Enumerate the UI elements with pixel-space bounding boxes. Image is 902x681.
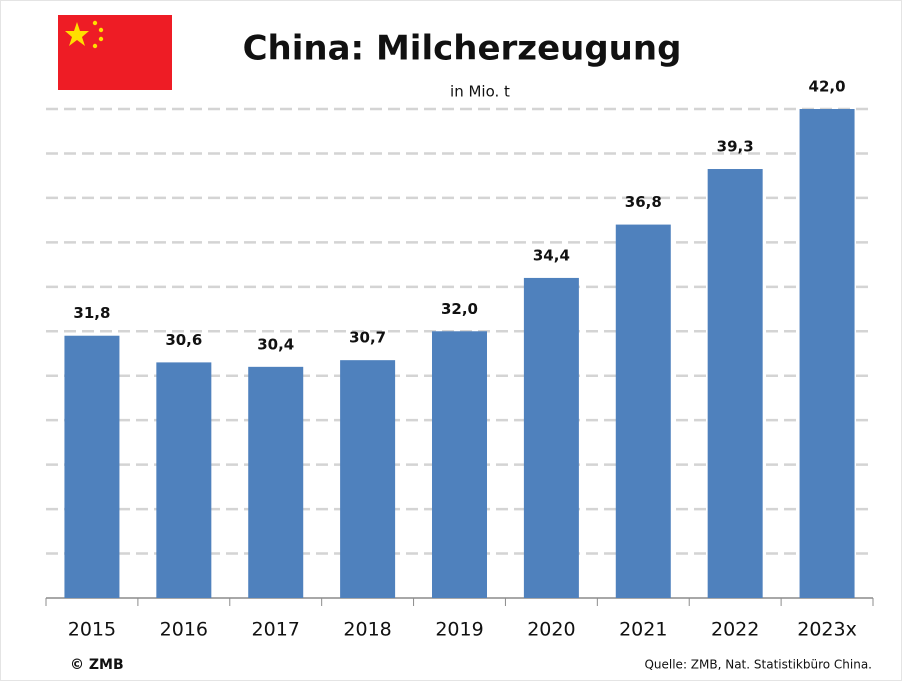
x-tick-label: 2015 [68,619,116,641]
value-label: 42,0 [809,78,846,96]
flag-star [65,22,89,46]
bar [523,277,579,598]
flag-field [58,15,172,90]
chart-subtitle: in Mio. t [450,83,510,101]
x-tick-label: 2021 [619,619,667,641]
x-tick-label: 2017 [252,619,300,641]
copyright: © ZMB [70,657,124,673]
value-label: 30,7 [349,329,386,347]
bar [248,366,304,598]
bar [799,109,855,598]
flag-star [92,43,98,49]
x-tick-label: 2018 [343,619,391,641]
bar [64,335,120,598]
x-tick-label: 2020 [527,619,575,641]
bar [340,360,396,598]
flag-star [92,20,98,26]
x-tick-label: 2019 [435,619,483,641]
source: Quelle: ZMB, Nat. Statistikbüro China. [644,658,872,672]
flag-star [98,27,104,33]
flag-star [98,36,104,42]
value-label: 31,8 [73,304,110,322]
chart-title: China: Milcherzeugung [243,29,682,69]
value-label: 36,8 [625,193,662,211]
bar [432,331,487,598]
bar [615,224,671,598]
bar [707,169,763,598]
value-label: 34,4 [533,246,570,264]
value-label: 30,4 [257,335,294,353]
flag [58,15,172,90]
x-tick-label: 2022 [711,619,759,641]
x-tick-label: 2016 [160,619,208,641]
value-label: 30,6 [165,331,202,349]
bar [156,362,212,598]
value-label: 39,3 [717,138,754,156]
x-tick-label: 2023x [797,619,857,641]
value-label: 32,0 [441,300,478,318]
